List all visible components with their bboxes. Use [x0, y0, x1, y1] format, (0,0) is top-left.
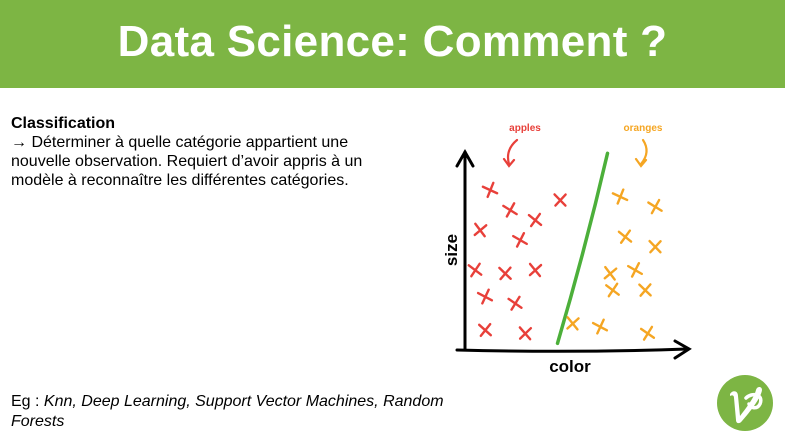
example-prefix: Eg : — [11, 393, 44, 410]
y-axis-label: size — [442, 234, 461, 266]
apples-point — [502, 202, 518, 218]
oranges-legend-label: oranges — [624, 123, 663, 134]
apples-point — [473, 222, 488, 238]
apples-point — [507, 295, 523, 311]
oranges-point — [566, 316, 580, 331]
oranges-point — [605, 282, 620, 298]
y-axis-arrow — [455, 148, 475, 168]
oranges-point — [638, 283, 652, 297]
oranges-point — [639, 325, 656, 341]
x-axis — [455, 347, 689, 353]
apples-point — [527, 212, 543, 228]
oranges-point — [648, 239, 662, 254]
oranges-point — [603, 265, 618, 281]
oranges-point — [591, 318, 609, 335]
apples-point — [498, 266, 512, 281]
apples-legend-arrow — [506, 138, 519, 166]
apples-point — [481, 181, 499, 199]
apples-point — [467, 262, 483, 278]
apples-legend-label: apples — [509, 123, 541, 134]
apples-point — [477, 322, 493, 338]
apples-point — [518, 326, 533, 341]
example-items: Knn, Deep Learning, Support Vector Machi… — [11, 393, 444, 430]
x-axis-label: color — [549, 357, 591, 376]
brand-logo — [716, 374, 774, 432]
oranges-legend-arrow — [639, 138, 648, 166]
description-text: Déterminer à quelle catégorie appartient… — [11, 134, 363, 189]
chart-canvas: color size apples oranges — [442, 123, 692, 376]
title-banner: Data Science: Comment ? — [0, 0, 785, 88]
apples-legend-arrowhead — [502, 157, 516, 168]
section-heading: Classification — [11, 115, 116, 132]
apples-point — [512, 232, 528, 248]
arrow-icon: → — [11, 134, 27, 151]
apples-point — [553, 193, 567, 207]
examples-line: Eg : Knn, Deep Learning, Support Vector … — [11, 392, 471, 432]
x-axis-arrow — [673, 339, 692, 360]
oranges-point — [647, 198, 663, 215]
oranges-point — [617, 229, 633, 244]
description: → Déterminer à quelle catégorie appartie… — [11, 133, 391, 190]
classification-text: Classification → Déterminer à quelle cat… — [11, 114, 391, 190]
apples-point — [476, 288, 494, 305]
decision-boundary — [555, 151, 610, 346]
oranges-point — [611, 188, 629, 205]
classification-chart: color size apples oranges — [425, 110, 710, 380]
oranges-point — [627, 262, 643, 278]
oranges-legend-arrowhead — [634, 157, 648, 168]
slide-title: Data Science: Comment ? — [117, 17, 668, 66]
apples-point — [528, 262, 543, 278]
